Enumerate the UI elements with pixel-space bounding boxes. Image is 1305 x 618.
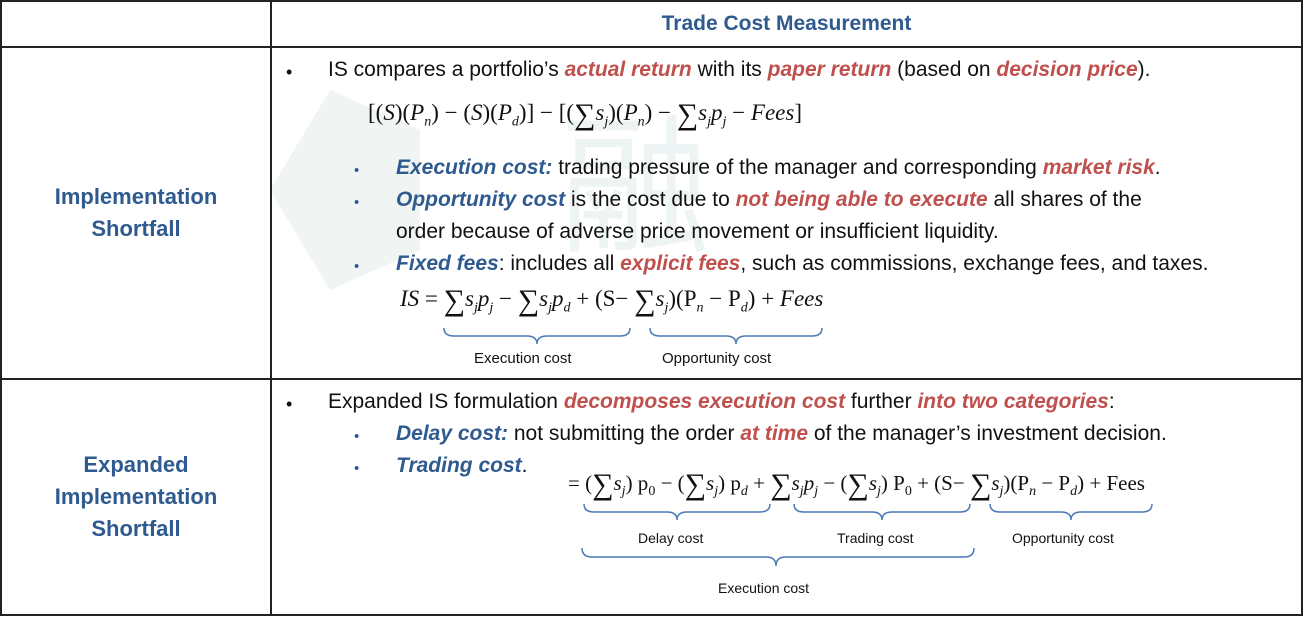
expanded-shortfall-content: • Expanded IS formulation decomposes exe… xyxy=(270,378,1303,616)
header-empty-cell xyxy=(0,0,272,48)
fixed-fees-text: Fixed fees: includes all explicit fees, … xyxy=(396,252,1209,275)
sub-bullet-icon: • xyxy=(354,162,360,179)
is-formula-1: [(S)(Pn) − (S)(Pd)] − [(∑sj)(Pn) − ∑sjpj… xyxy=(368,98,802,131)
sub-bullet-icon: • xyxy=(354,428,360,445)
execution-cost-brace-2 xyxy=(581,547,975,567)
expanded-is-formula: = (∑sj) p0 − (∑sj) pd + ∑sjpj − (∑sj) P0… xyxy=(568,468,1145,501)
bullet-icon: • xyxy=(286,394,293,414)
row-label-expanded-implementation-shortfall: Expanded Implementation Shortfall xyxy=(0,378,272,616)
opportunity-cost-label-2: Opportunity cost xyxy=(1012,530,1114,546)
execution-cost-label-2: Execution cost xyxy=(718,580,810,596)
label-text: Implementation Shortfall xyxy=(54,184,218,241)
opportunity-cost-brace-2 xyxy=(989,503,1153,521)
table-title: Trade Cost Measurement xyxy=(270,0,1303,48)
execution-cost-brace xyxy=(443,327,631,345)
row-label-implementation-shortfall: Implementation Shortfall xyxy=(0,46,272,380)
delay-cost-text: Delay cost: not submitting the order at … xyxy=(396,422,1167,445)
execution-cost-text: Execution cost: trading pressure of the … xyxy=(396,156,1161,179)
opportunity-cost-brace xyxy=(649,327,823,345)
opportunity-cost-label: Opportunity cost xyxy=(662,350,772,367)
is-formula-2: IS = ∑sjpj − ∑sjpd + (S− ∑sj)(Pn − Pd) +… xyxy=(400,284,824,317)
expanded-bullet-text: Expanded IS formulation decomposes execu… xyxy=(328,390,1115,413)
bullet-icon: • xyxy=(286,62,293,82)
sub-bullet-icon: • xyxy=(354,258,360,275)
delay-cost-label: Delay cost xyxy=(638,530,704,546)
implementation-shortfall-content: • IS compares a portfolio’s actual retur… xyxy=(270,46,1303,380)
trading-cost-brace xyxy=(793,503,971,521)
execution-cost-label: Execution cost xyxy=(474,350,572,367)
opportunity-cost-text: Opportunity cost is the cost due to not … xyxy=(396,188,1142,211)
trading-cost-label: Trading cost xyxy=(837,530,914,546)
opportunity-cost-text-line2: order because of adverse price movement … xyxy=(396,220,999,243)
sub-bullet-icon: • xyxy=(354,194,360,211)
trading-cost-text: Trading cost. xyxy=(396,454,528,477)
delay-cost-brace xyxy=(583,503,771,521)
sub-bullet-icon: • xyxy=(354,460,360,477)
label-text: Expanded Implementation Shortfall xyxy=(54,452,218,541)
is-bullet-text: IS compares a portfolio’s actual return … xyxy=(328,58,1151,81)
